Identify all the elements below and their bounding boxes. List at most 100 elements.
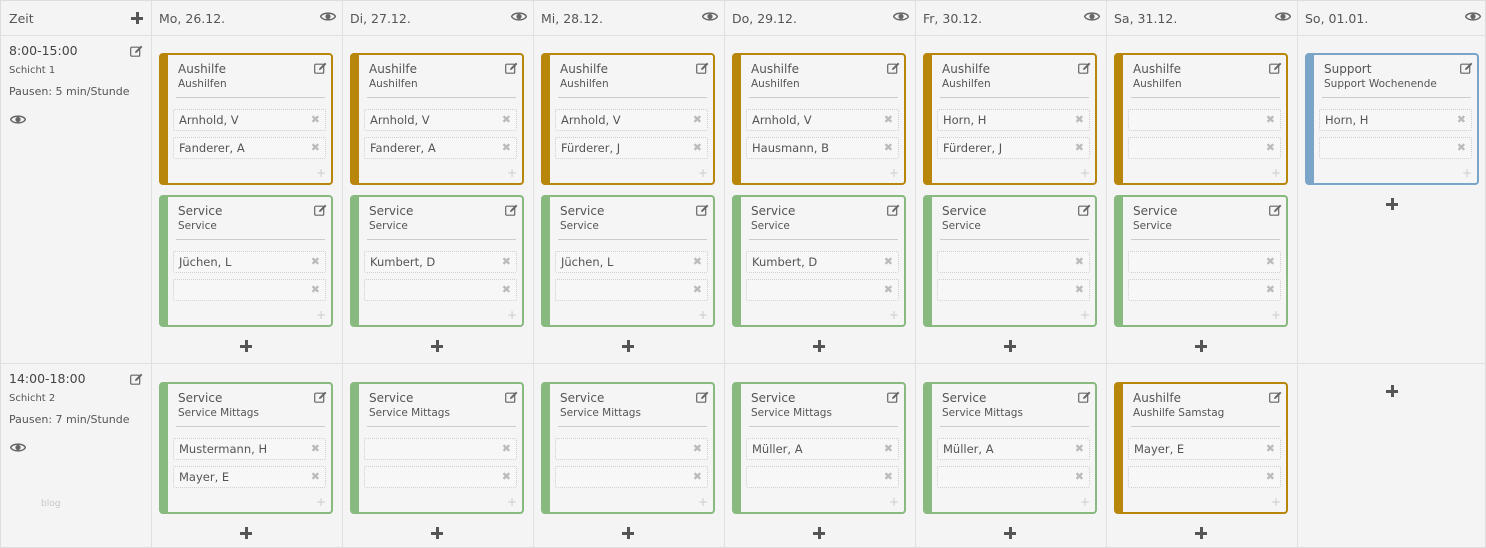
add-slot-icon[interactable]: + — [315, 495, 326, 509]
employee-slot[interactable]: Hausmann, B ✖ — [746, 137, 899, 159]
remove-icon[interactable]: ✖ — [1265, 141, 1275, 154]
add-card-button[interactable] — [239, 339, 253, 353]
add-slot-icon[interactable]: + — [315, 166, 326, 180]
add-slot-icon[interactable]: + — [315, 308, 326, 322]
eye-icon[interactable] — [1465, 11, 1481, 22]
eye-icon[interactable] — [320, 11, 336, 22]
edit-icon[interactable] — [696, 62, 709, 74]
remove-icon[interactable]: ✖ — [310, 442, 320, 455]
edit-icon[interactable] — [1269, 391, 1282, 403]
shift-card[interactable]: Service Service Mittags Mustermann, H ✖ Maye… — [159, 382, 333, 514]
eye-icon[interactable] — [1084, 11, 1100, 22]
remove-icon[interactable]: ✖ — [310, 255, 320, 268]
shift-card[interactable]: Service Service Jüchen, L ✖ ✖ + — [159, 195, 333, 327]
employee-slot[interactable]: Kumbert, D ✖ — [364, 251, 517, 273]
edit-icon[interactable] — [314, 391, 327, 403]
add-slot-icon[interactable]: + — [888, 495, 899, 509]
shift-card[interactable]: Service Service ✖ ✖ + — [1114, 195, 1288, 327]
remove-icon[interactable]: ✖ — [501, 255, 511, 268]
remove-icon[interactable]: ✖ — [692, 113, 702, 126]
shift-card[interactable]: Aushilfe Aushilfen Horn, H ✖ Fürderer, J ✖ + — [923, 53, 1097, 185]
add-slot-icon[interactable]: + — [506, 166, 517, 180]
employee-slot[interactable]: ✖ — [173, 279, 326, 301]
add-slot-icon[interactable]: + — [506, 495, 517, 509]
remove-icon[interactable]: ✖ — [692, 442, 702, 455]
edit-icon[interactable] — [314, 204, 327, 216]
employee-slot[interactable]: ✖ — [937, 279, 1090, 301]
employee-slot[interactable]: ✖ — [1128, 137, 1281, 159]
remove-icon[interactable]: ✖ — [692, 141, 702, 154]
remove-icon[interactable]: ✖ — [692, 283, 702, 296]
employee-slot[interactable]: Mayer, E ✖ — [173, 466, 326, 488]
add-slot-icon[interactable]: + — [888, 308, 899, 322]
edit-icon[interactable] — [696, 391, 709, 403]
edit-icon[interactable] — [696, 204, 709, 216]
employee-slot[interactable]: Arnhold, V ✖ — [555, 109, 708, 131]
eye-icon[interactable] — [10, 114, 26, 125]
remove-icon[interactable]: ✖ — [310, 470, 320, 483]
edit-icon[interactable] — [130, 373, 143, 385]
remove-icon[interactable]: ✖ — [1074, 255, 1084, 268]
add-slot-icon[interactable]: + — [888, 166, 899, 180]
add-card-button[interactable] — [621, 526, 635, 540]
shift-card[interactable]: Aushilfe Aushilfen Arnhold, V ✖ Fanderer, A ✖… — [159, 53, 333, 185]
shift-card[interactable]: Support Support Wochenende Horn, H ✖ ✖ + — [1305, 53, 1479, 185]
employee-slot[interactable]: ✖ — [364, 438, 517, 460]
employee-slot[interactable]: ✖ — [364, 279, 517, 301]
remove-icon[interactable]: ✖ — [692, 255, 702, 268]
remove-icon[interactable]: ✖ — [1265, 113, 1275, 126]
add-card-button[interactable] — [1003, 526, 1017, 540]
employee-slot[interactable]: ✖ — [1128, 251, 1281, 273]
add-slot-icon[interactable]: + — [1270, 495, 1281, 509]
employee-slot[interactable]: ✖ — [1128, 109, 1281, 131]
add-card-button[interactable] — [1003, 339, 1017, 353]
remove-icon[interactable]: ✖ — [310, 283, 320, 296]
remove-icon[interactable]: ✖ — [883, 255, 893, 268]
remove-icon[interactable]: ✖ — [501, 442, 511, 455]
shift-card[interactable]: Aushilfe Aushilfen Arnhold, V ✖ Fanderer, A ✖… — [350, 53, 524, 185]
eye-icon[interactable] — [10, 442, 26, 453]
add-slot-icon[interactable]: + — [697, 166, 708, 180]
edit-icon[interactable] — [1269, 204, 1282, 216]
edit-icon[interactable] — [505, 62, 518, 74]
employee-slot[interactable]: ✖ — [1128, 279, 1281, 301]
remove-icon[interactable]: ✖ — [1074, 141, 1084, 154]
remove-icon[interactable]: ✖ — [1265, 442, 1275, 455]
remove-icon[interactable]: ✖ — [1074, 470, 1084, 483]
shift-card[interactable]: Aushilfe Aushilfen Arnhold, V ✖ Fürderer, J ✖… — [541, 53, 715, 185]
edit-icon[interactable] — [887, 62, 900, 74]
shift-card[interactable]: Service Service Mittags ✖ ✖ + — [541, 382, 715, 514]
add-card-button[interactable] — [812, 526, 826, 540]
edit-icon[interactable] — [887, 204, 900, 216]
shift-card[interactable]: Aushilfe Aushilfe Samstag Mayer, E ✖ ✖ + — [1114, 382, 1288, 514]
employee-slot[interactable]: ✖ — [555, 279, 708, 301]
add-card-button[interactable] — [1385, 384, 1399, 398]
employee-slot[interactable]: Arnhold, V ✖ — [746, 109, 899, 131]
employee-slot[interactable]: Horn, H ✖ — [1319, 109, 1472, 131]
add-card-button[interactable] — [430, 526, 444, 540]
employee-slot[interactable]: Jüchen, L ✖ — [173, 251, 326, 273]
remove-icon[interactable]: ✖ — [692, 470, 702, 483]
remove-icon[interactable]: ✖ — [1074, 283, 1084, 296]
remove-icon[interactable]: ✖ — [1265, 283, 1275, 296]
add-shift-button[interactable] — [130, 11, 144, 25]
employee-slot[interactable]: Arnhold, V ✖ — [173, 109, 326, 131]
remove-icon[interactable]: ✖ — [501, 283, 511, 296]
edit-icon[interactable] — [1078, 62, 1091, 74]
employee-slot[interactable]: ✖ — [1128, 466, 1281, 488]
employee-slot[interactable]: Fürderer, J ✖ — [555, 137, 708, 159]
add-card-button[interactable] — [430, 339, 444, 353]
employee-slot[interactable]: Müller, A ✖ — [937, 438, 1090, 460]
add-slot-icon[interactable]: + — [1079, 308, 1090, 322]
remove-icon[interactable]: ✖ — [310, 113, 320, 126]
edit-icon[interactable] — [1078, 391, 1091, 403]
remove-icon[interactable]: ✖ — [310, 141, 320, 154]
add-card-button[interactable] — [1385, 197, 1399, 211]
edit-icon[interactable] — [887, 391, 900, 403]
employee-slot[interactable]: Arnhold, V ✖ — [364, 109, 517, 131]
add-slot-icon[interactable]: + — [1461, 166, 1472, 180]
remove-icon[interactable]: ✖ — [501, 470, 511, 483]
shift-card[interactable]: Service Service ✖ ✖ + — [923, 195, 1097, 327]
remove-icon[interactable]: ✖ — [1265, 470, 1275, 483]
remove-icon[interactable]: ✖ — [883, 442, 893, 455]
